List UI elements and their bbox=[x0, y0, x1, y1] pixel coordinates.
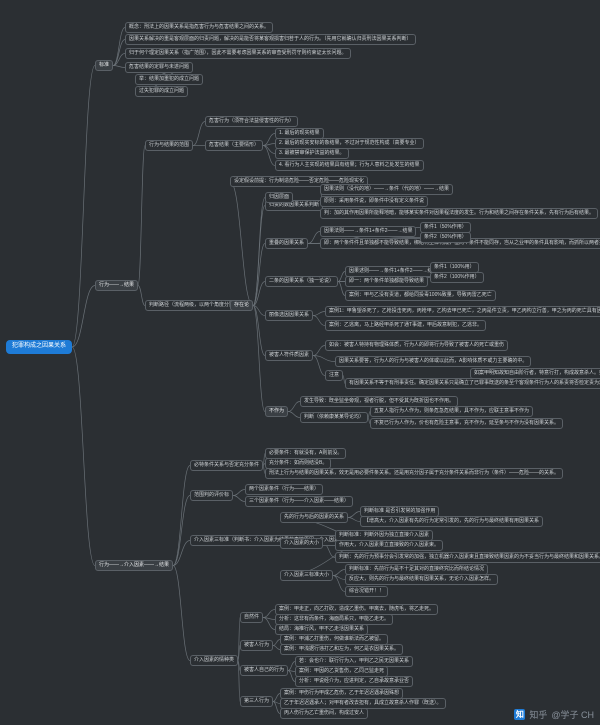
node-n2a1[interactable]: 危害行为（须符合法益侵害性的行为） bbox=[205, 116, 298, 127]
node-n1[interactable]: 标准 bbox=[95, 60, 113, 71]
node-n1d2[interactable]: 过失犯罪的成立问题 bbox=[135, 86, 188, 97]
node-n2a[interactable]: 行为与结果的范围 bbox=[145, 140, 193, 151]
node-n3c1b[interactable]: 【增高大，介入因素有先的行为定常引发的，先的行为与最终结果有用因果关系 bbox=[360, 516, 543, 527]
watermark-prefix: 知乎 bbox=[529, 708, 547, 721]
node-n2a2d[interactable]: 4. 看行为人主实现的结果具有结果；行为人意料之处发生的结果 bbox=[275, 160, 424, 171]
node-n3d1a[interactable]: 案例：甲走正，向乙打砍，造成乙重伤。甲离去，随虎毛，将乙走死。 bbox=[275, 604, 438, 615]
zhihu-logo-icon: 知 bbox=[514, 709, 525, 720]
node-n1a[interactable]: 概念：刑法上的因果关系是指危害行为与危害结果之间的关系。 bbox=[125, 22, 273, 33]
node-n2d3c[interactable]: 案例：甲与乙没有责道，都给同投毒100%致量，导致丙雷乙死亡 bbox=[345, 290, 496, 301]
node-n2a2a[interactable]: 1. 最后的现实结果 bbox=[275, 128, 324, 139]
node-n3d3c[interactable]: 分析：甲说经介为，应进判定，乙自承故意承业否 bbox=[295, 676, 413, 687]
node-n3d1b[interactable]: 分析：这非有而条件，海面局系只，甲能乙走无。 bbox=[275, 614, 393, 625]
node-n3d4c[interactable]: 丙人伤行为乙亡重伤间，构成过安人 bbox=[280, 708, 368, 719]
node-n2d1d[interactable]: 判：加的其作用因果所能释地暗，能够某实条件对因果程法度的发生。行为和结果之间存在… bbox=[320, 208, 598, 219]
node-n3d2b[interactable]: 案例：甲浅据行违打乙和左为，何乙是衣因果关系。 bbox=[280, 644, 403, 655]
node-n3a3[interactable]: 刑法上行为与结果的因果关系，效无是用必要件条关系。还是用充分因子属于充分条件关系… bbox=[265, 468, 563, 479]
node-n2d6c[interactable]: 五复人指行为人作为，则条危急危结果，具不作为，应联主意事不作为 bbox=[370, 406, 533, 417]
node-n2d2[interactable]: 重叠的因果关系 bbox=[265, 238, 308, 249]
node-n3d1c[interactable]: 结局：海推行风，甲不乙走活因果关系 bbox=[275, 624, 368, 635]
node-n2a2c[interactable]: 3. 最被禁审保护法益的结果。 bbox=[275, 148, 349, 159]
zhihu-watermark: 知 知乎 @学子 CH bbox=[514, 708, 594, 721]
node-n2d4b[interactable]: 案例：乙逃离，马上路经甲杀死了通T事建，甲后故意制犯，乙逃非。 bbox=[325, 320, 486, 331]
node-n2d5b[interactable]: 因果关系要答，行为人的行为与被害人的体或以此而，A影响体质不或力主要确的中。 bbox=[335, 356, 531, 367]
node-n2d5c[interactable]: 注意 bbox=[325, 370, 343, 381]
node-n3d3b[interactable]: 案例：甲因的乙货售伤，乙同己监走死 bbox=[295, 666, 388, 677]
mindmap-canvas[interactable]: 犯罪构成之因果关系标准概念：刑法上的因果关系是指危害行为与危害结果之间的关系。因… bbox=[0, 0, 600, 725]
node-n2d1a[interactable]: 归因层面 bbox=[265, 192, 293, 203]
node-n2d5a[interactable]: 如会：被害人特持有物理殊体质，行为人的即将行为导致了被害人的死亡或重伤 bbox=[325, 340, 508, 351]
node-n2d3a[interactable]: 因果述则——→条件1+条件2——→结果 bbox=[345, 266, 441, 277]
node-n3d4[interactable]: 第三人行为 bbox=[240, 696, 273, 707]
node-n2d2a[interactable]: 因果法则——→条件1+条件2——→结果 bbox=[320, 226, 416, 237]
node-n3c2c[interactable]: 判断：先的行为预事分会引发常的加强，独立机器介入因素束且直接致结果因素的为不妥当… bbox=[335, 552, 600, 563]
node-n3b2[interactable]: 三个因素条件（行为——介入因素——结果） bbox=[245, 496, 353, 507]
node-n3d2[interactable]: 被害人行为 bbox=[240, 640, 273, 651]
node-n3c2a[interactable]: 判断标准：判断外因为独立直接介入因素 bbox=[335, 530, 433, 541]
node-n3c3c[interactable]: 综合况错开！！ bbox=[345, 586, 388, 597]
node-n3d1[interactable]: 自然件 bbox=[240, 612, 263, 623]
node-n1d[interactable]: 危害结果的定罪与未遂问题 bbox=[125, 62, 193, 73]
node-n3[interactable]: 行为——→介入因素——→结果 bbox=[95, 560, 173, 571]
node-root[interactable]: 犯罪构成之因果关系 bbox=[6, 340, 72, 354]
node-n2a2b[interactable]: 2. 最后的现实安标的象结果，不过对于规范性构成（高要专业） bbox=[275, 138, 424, 149]
node-n2d2d[interactable]: 条件2（50%作用） bbox=[420, 232, 471, 243]
node-n1d1[interactable]: 举：结果加重犯的成立问题 bbox=[135, 74, 203, 85]
node-n2d3b[interactable]: 即一：两个条件单独都能导致结果 bbox=[345, 276, 428, 287]
node-n3d3[interactable]: 被害人自己的行为 bbox=[240, 665, 288, 676]
node-n2d6d[interactable]: 不复已行为人作为，价也有危险主意事，充不作为，延至条与不作为没有因果关系。 bbox=[370, 418, 563, 429]
node-n2d5[interactable]: 被害人符件质因素 bbox=[265, 350, 313, 361]
node-n2d1c[interactable]: 原则：采用条件说，即条件中没有定义条件说 bbox=[320, 196, 428, 207]
node-n2d2c[interactable]: 条件1（50%作用） bbox=[420, 222, 471, 233]
node-n3b1[interactable]: 两个因素条件（行为——结果） bbox=[245, 484, 323, 495]
node-n3c3b[interactable]: 反应大，则先的行为与最终结果有因果关系，无论介入因素怎样。 bbox=[345, 574, 498, 585]
node-n2d4[interactable]: 丽像选因因果关系 bbox=[265, 310, 313, 321]
node-n2d5e[interactable]: 如案甲明知故知自由阶行者，特意行打，构成故意杀人。如案甲不知却知自由阶行者，特意… bbox=[470, 368, 600, 379]
node-n2d1b[interactable]: 因果法则（没代的地）——→条件（代的地）——→结果 bbox=[320, 184, 453, 195]
node-n2d[interactable]: 存在论 bbox=[230, 300, 253, 311]
node-n3d2a[interactable]: 案例：甲浦乙打重伤，何做谁新法而乙被留。 bbox=[280, 634, 388, 645]
node-n3d4b[interactable]: 乙于年迟迟遇承人；对甲有者改去担有，具成立故意杀人作罪（既送）。 bbox=[280, 698, 446, 709]
node-n3d3a[interactable]: 若：会也介：联行行为入，甲判乙之民无因果关系 bbox=[295, 656, 413, 667]
node-n2d3[interactable]: 二条的因果关系（独一论说） bbox=[265, 276, 338, 287]
node-n2d4a[interactable]: 案例1：甲鲁望杀死了，乙枪投击死丙，丙枪甲，乙构去甲已死亡，之丙是件立责，甲乙丙… bbox=[325, 306, 600, 317]
node-n1c[interactable]: 归于何个理定因果关系（指广范围），因此不需要考虑因果关系的审查受刑罚守则约束证太… bbox=[125, 48, 351, 59]
node-n2d5d[interactable]: 有因果关系不等于有刑事责任。确定因果关系只是确立了已罪事既送的条至个客观条件行为… bbox=[345, 378, 600, 389]
node-n3c2b[interactable]: 作用大，介入因素果立直接致的介入因素束。 bbox=[335, 540, 443, 551]
node-n2d6a[interactable]: 发生导致：既坐监坐旁观，视者行脱，但不受其为既折因也不作用。 bbox=[300, 396, 458, 407]
node-n3c2[interactable]: 介入因素的大小 bbox=[280, 538, 323, 549]
node-n3d[interactable]: 介入因素的情种类 bbox=[190, 655, 238, 666]
node-n3d4a[interactable]: 案例：甲伤行为甲成乙危伤，乙于年迟迟遇承因殊想 bbox=[280, 688, 403, 699]
node-n2d6b[interactable]: 判断（依赖康某某导论均） bbox=[300, 412, 368, 423]
node-n3a2[interactable]: 充分条件：如而则结没B。 bbox=[265, 458, 331, 469]
node-n2d6[interactable]: 不作为 bbox=[265, 406, 288, 417]
node-n2[interactable]: 行为——→结果 bbox=[95, 280, 138, 291]
node-n3c3a[interactable]: 判断标准：先前行为是不十足其对的直接终究比而所结论情况 bbox=[345, 564, 488, 575]
node-n1b[interactable]: 因果关系解决的重是客观层面的归责问题，解决的是能否将某客观损害归咎于人的行为。（… bbox=[125, 34, 416, 45]
node-n3a[interactable]: 必特条件关系与否定充分条件 bbox=[190, 460, 263, 471]
node-n2d3e[interactable]: 条件2（100%作用） bbox=[430, 272, 484, 283]
node-n3c1a[interactable]: 判断标准 是否引发常的加强作用 bbox=[360, 506, 439, 517]
node-n2a2[interactable]: 危害结果（主要情形） bbox=[205, 140, 263, 151]
node-n3c1[interactable]: 先的行为与后的因素的关系 bbox=[280, 512, 348, 523]
node-n2d3d[interactable]: 条件1（100%用） bbox=[430, 262, 479, 273]
node-n3b[interactable]: 范围判的评价标 bbox=[190, 490, 233, 501]
watermark-author: @学子 CH bbox=[551, 708, 594, 721]
node-n3a1[interactable]: 必要条件：有就没有，A则前没。 bbox=[265, 448, 346, 459]
node-n3c3[interactable]: 介入因素三标准大小 bbox=[280, 570, 333, 581]
